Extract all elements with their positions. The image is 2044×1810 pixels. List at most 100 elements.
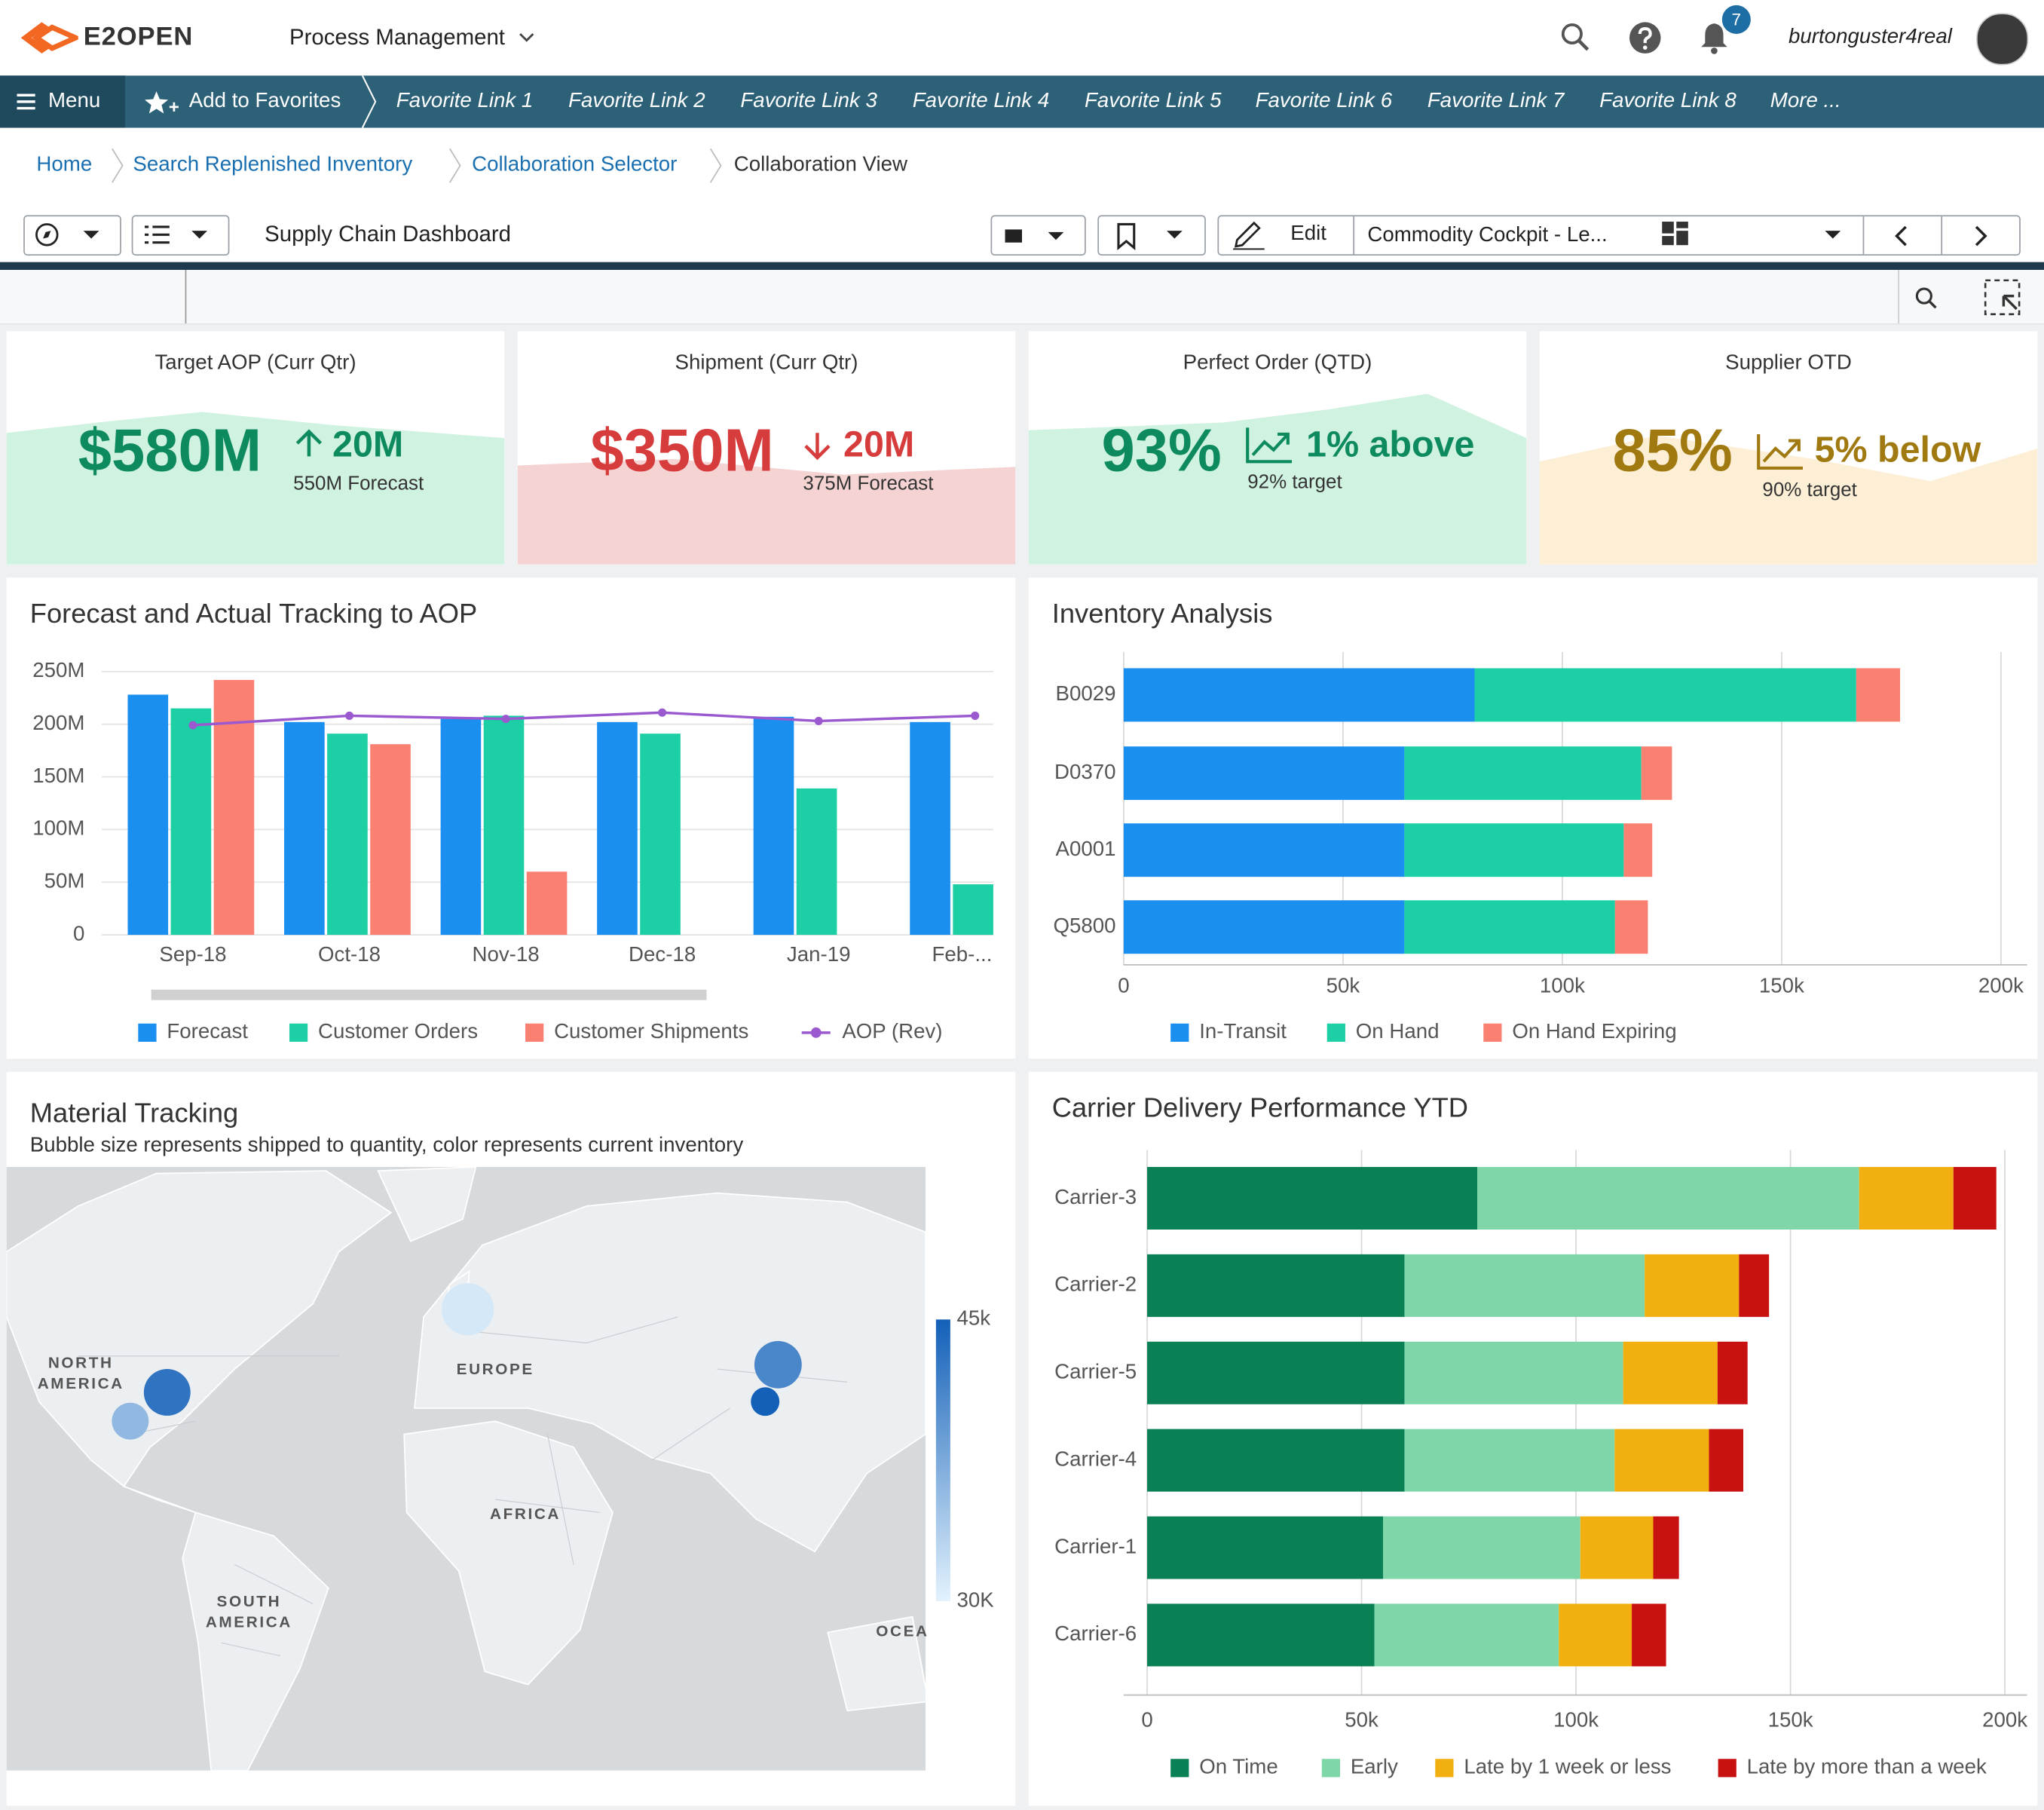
bar	[128, 694, 169, 935]
y-tick-label: 200M	[32, 711, 84, 734]
bar-segment	[1404, 1429, 1614, 1492]
region-label: OCEA	[876, 1621, 928, 1642]
bar-segment	[1615, 900, 1648, 954]
legend-label: On Time	[1199, 1755, 1278, 1778]
bar-segment	[1124, 746, 1404, 800]
bar-segment	[1147, 1517, 1383, 1579]
bar-segment	[1147, 1254, 1404, 1317]
region-label: EUROPE	[443, 1358, 547, 1380]
bar-segment	[1124, 823, 1404, 877]
x-tick-label: Oct-18	[318, 942, 381, 966]
colorbar-label: 45k	[957, 1306, 991, 1330]
bar	[797, 789, 837, 935]
legend-swatch	[525, 1024, 543, 1042]
chart-title: Inventory Analysis	[1052, 598, 1273, 629]
y-tick-label: Carrier-4	[1054, 1447, 1137, 1470]
legend-marker	[811, 1028, 822, 1038]
legend-swatch	[289, 1024, 308, 1042]
bar-segment	[1718, 1342, 1748, 1404]
x-tick-label: 0	[1141, 1707, 1152, 1731]
bubble	[442, 1283, 494, 1335]
bar-segment	[1642, 746, 1672, 800]
legend-swatch	[1327, 1024, 1345, 1042]
plot-area	[128, 680, 993, 935]
bar	[284, 722, 325, 935]
legend-label: Late by 1 week or less	[1464, 1755, 1671, 1778]
legend-label: Customer Shipments	[554, 1019, 748, 1043]
x-tick-label: 50k	[1345, 1707, 1378, 1731]
chart-subtitle: Bubble size represents shipped to quanti…	[30, 1133, 744, 1156]
x-tick-label: 150k	[1759, 974, 1804, 997]
y-tick-label: 250M	[32, 658, 84, 681]
bar	[484, 715, 525, 935]
y-tick-label: 50M	[44, 869, 85, 893]
legend-label: On Hand	[1356, 1019, 1440, 1043]
x-tick-label: 0	[1118, 974, 1129, 997]
legend-swatch	[1483, 1024, 1501, 1042]
y-tick-label: Carrier-3	[1054, 1185, 1137, 1208]
bar-segment	[1404, 1254, 1645, 1317]
bar-segment	[1124, 900, 1404, 954]
colorbar-label: 30K	[957, 1588, 995, 1611]
bar-segment	[1147, 1167, 1477, 1230]
bar-segment	[1654, 1517, 1679, 1579]
bar-segment	[1147, 1429, 1404, 1492]
chart-title: Material Tracking	[30, 1097, 238, 1128]
y-tick-label: A0001	[1056, 837, 1116, 860]
bar-segment	[1856, 668, 1900, 721]
world-map	[7, 1167, 929, 1771]
x-tick-label: 200k	[1982, 1707, 2027, 1731]
y-tick-label: Q5800	[1053, 914, 1115, 937]
bubble	[754, 1341, 802, 1389]
bar-segment	[1404, 746, 1641, 800]
legend-label: Forecast	[167, 1019, 248, 1043]
x-tick-label: Dec-18	[629, 942, 696, 966]
legend-swatch	[1170, 1024, 1189, 1042]
bar-segment	[1859, 1167, 1954, 1230]
legend-swatch	[138, 1024, 156, 1042]
bar	[370, 744, 411, 935]
bar	[754, 717, 794, 935]
bar-segment	[1404, 900, 1614, 954]
bar-segment	[1404, 823, 1623, 877]
bar-segment	[1375, 1603, 1559, 1666]
legend-label: Early	[1351, 1755, 1398, 1778]
legend-label: In-Transit	[1199, 1019, 1287, 1043]
legend-swatch	[1322, 1759, 1340, 1777]
y-tick-label: 0	[73, 921, 84, 945]
bar	[597, 722, 638, 935]
bar-segment	[1475, 668, 1856, 721]
bar-segment	[1383, 1517, 1580, 1579]
y-tick-label: Carrier-6	[1054, 1622, 1137, 1645]
bar-segment	[1404, 1342, 1623, 1404]
y-tick-label: 150M	[32, 764, 84, 787]
y-tick-label: D0370	[1054, 760, 1116, 783]
y-tick-label: Carrier-5	[1054, 1360, 1137, 1383]
region-label: NORTH AMERICA	[29, 1352, 133, 1394]
bubble	[751, 1387, 779, 1416]
bar-segment	[1623, 823, 1652, 877]
bubble	[144, 1369, 191, 1416]
bar	[327, 733, 368, 935]
bubble	[112, 1403, 148, 1440]
x-tick-label: Nov-18	[473, 942, 540, 966]
bar-segment	[1709, 1429, 1743, 1492]
x-tick-label: 50k	[1326, 974, 1360, 997]
legend-swatch	[1718, 1759, 1736, 1777]
line-point	[815, 717, 823, 725]
bar-segment	[1147, 1603, 1375, 1666]
y-tick-label: 100M	[32, 816, 84, 840]
bar-segment	[1954, 1167, 1997, 1230]
bar-segment	[1147, 1342, 1404, 1404]
legend-label: Customer Orders	[318, 1019, 478, 1043]
legend-swatch	[1170, 1759, 1189, 1777]
bar	[441, 719, 482, 935]
region-label: AFRICA	[473, 1503, 577, 1524]
legend-label: On Hand Expiring	[1512, 1019, 1676, 1043]
bar-segment	[1580, 1517, 1654, 1579]
line-point	[502, 715, 510, 723]
